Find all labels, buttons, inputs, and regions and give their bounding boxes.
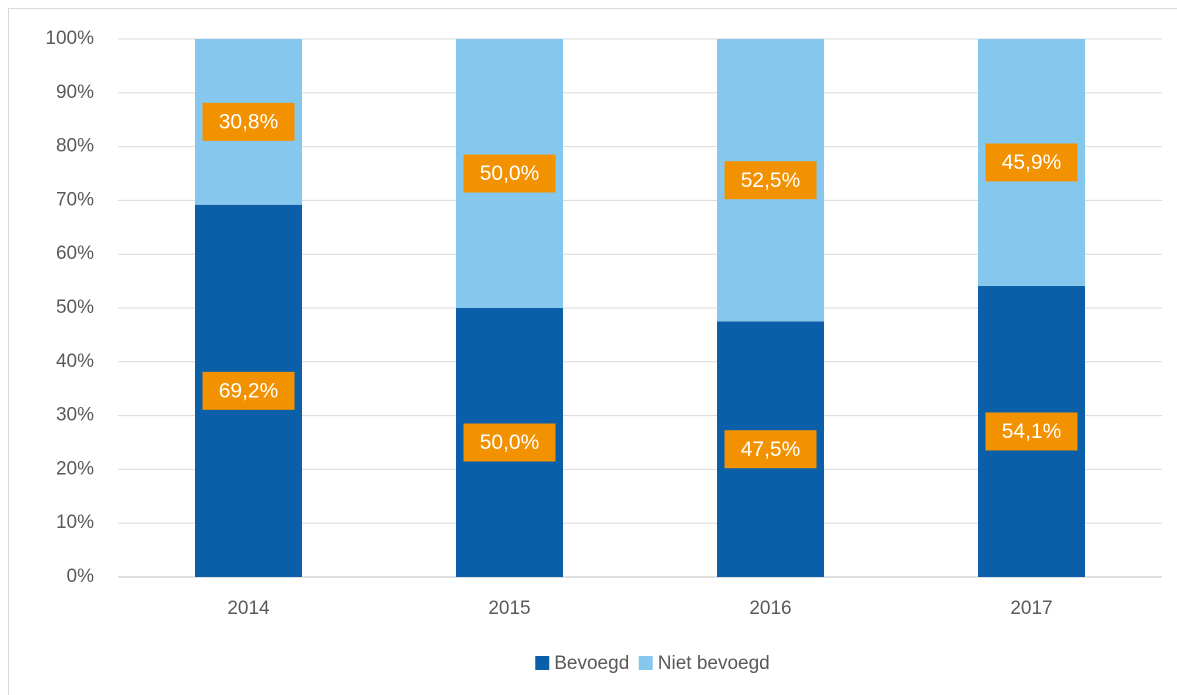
y-tick-label: 10%	[56, 512, 94, 533]
y-tick-label: 0%	[67, 566, 95, 587]
legend-swatch	[535, 656, 550, 670]
data-label: 30,8%	[219, 110, 279, 133]
y-tick-label: 90%	[56, 82, 94, 103]
y-tick-label: 50%	[56, 297, 94, 318]
data-label: 50,0%	[480, 431, 540, 454]
data-label-box	[202, 371, 295, 410]
data-label: 50,0%	[480, 162, 540, 185]
y-tick-label: 70%	[56, 189, 94, 210]
y-tick-label: 20%	[56, 458, 94, 479]
y-tick-label: 40%	[56, 351, 94, 372]
data-label-box	[985, 412, 1078, 451]
x-tick-label: 2016	[749, 598, 791, 619]
x-tick-label: 2015	[488, 598, 530, 619]
data-label-box	[463, 423, 556, 462]
y-tick-label: 30%	[56, 405, 94, 426]
legend-label: Niet bevoegd	[658, 653, 770, 674]
data-label-box	[724, 430, 817, 469]
y-tick-label: 60%	[56, 243, 94, 264]
legend-swatch	[638, 656, 653, 670]
data-label: 69,2%	[219, 379, 279, 402]
y-tick-label: 80%	[56, 136, 94, 157]
data-label-box	[985, 143, 1078, 182]
x-tick-label: 2014	[227, 598, 270, 619]
data-label-box	[463, 154, 556, 193]
data-label: 54,1%	[1002, 420, 1062, 443]
y-tick-label: 100%	[45, 28, 94, 49]
data-label: 45,9%	[1002, 151, 1062, 174]
data-label-box	[724, 161, 817, 200]
data-label: 52,5%	[741, 169, 801, 192]
data-label-box	[202, 102, 295, 141]
x-tick-label: 2017	[1010, 598, 1052, 619]
legend-label: Bevoegd	[554, 653, 629, 674]
data-label: 47,5%	[741, 438, 801, 461]
